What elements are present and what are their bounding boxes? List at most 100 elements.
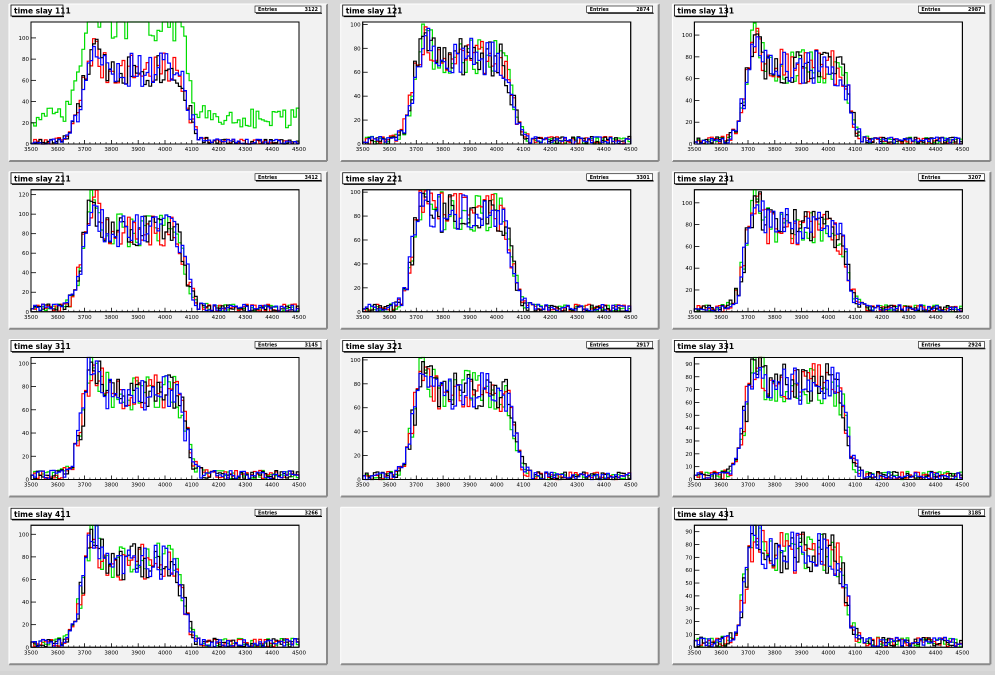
x-tick-label: 3600 xyxy=(51,483,65,489)
x-tick-label: 4400 xyxy=(929,483,943,489)
x-tick-label: 3900 xyxy=(131,315,145,321)
x-tick-label: 4400 xyxy=(597,147,611,153)
y-tick-label: 40 xyxy=(354,94,361,100)
x-tick-label: 4500 xyxy=(292,650,306,656)
y-tick-label: 40 xyxy=(685,426,692,432)
stats-entries-value: 3266 xyxy=(305,510,319,516)
y-tick-label: 80 xyxy=(685,375,692,381)
stats-entries-value: 3145 xyxy=(305,343,318,349)
x-tick-label: 4300 xyxy=(570,147,584,153)
y-tick-label: 80 xyxy=(685,55,692,61)
stats-entries-value: 3122 xyxy=(305,7,318,13)
x-tick-label: 4500 xyxy=(955,650,969,656)
y-tick-label: 0 xyxy=(357,310,361,316)
x-tick-label: 4100 xyxy=(185,650,199,656)
x-tick-label: 4400 xyxy=(265,315,279,321)
x-tick-label: 4100 xyxy=(848,650,862,656)
y-tick-label: 0 xyxy=(357,142,361,148)
pad-9: 3500 3600 3700 3800 3900 4000 4100 4200 4300 4400… xyxy=(671,339,992,498)
y-tick-label: 70 xyxy=(685,388,692,394)
y-tick-label: 100 xyxy=(19,36,30,42)
y-tick-label: 10 xyxy=(685,465,692,471)
y-tick-label: 100 xyxy=(682,201,693,207)
y-tick-label: 20 xyxy=(22,454,29,460)
x-tick-label: 4400 xyxy=(597,483,611,489)
y-tick-label: 100 xyxy=(350,358,361,364)
x-tick-label: 3600 xyxy=(51,147,65,153)
stats-box xyxy=(918,508,985,517)
y-tick-label: 60 xyxy=(354,70,361,76)
x-tick-label: 3600 xyxy=(383,315,397,321)
x-tick-label: 3500 xyxy=(24,315,38,321)
y-tick-label: 100 xyxy=(682,33,693,39)
x-tick-label: 3900 xyxy=(795,483,809,489)
x-tick-label: 3500 xyxy=(687,650,701,656)
x-tick-label: 4000 xyxy=(158,650,172,656)
x-tick-label: 3600 xyxy=(51,315,65,321)
stats-label: Entries xyxy=(921,510,940,516)
x-tick-label: 4000 xyxy=(490,483,504,489)
x-tick-label: 4500 xyxy=(955,483,969,489)
x-tick-label: 4300 xyxy=(570,483,584,489)
histogram-series-4 xyxy=(693,366,963,481)
histogram-series-2 xyxy=(30,21,300,144)
x-tick-label: 4000 xyxy=(821,147,835,153)
x-tick-label: 3800 xyxy=(436,147,450,153)
stats-entries-value: 3412 xyxy=(305,175,318,181)
x-tick-label: 4000 xyxy=(158,147,172,153)
y-tick-label: 0 xyxy=(26,142,30,148)
y-tick-label: 100 xyxy=(19,361,30,367)
x-tick-label: 3600 xyxy=(51,650,65,656)
y-tick-label: 60 xyxy=(685,568,692,574)
x-tick-label: 3600 xyxy=(714,315,728,321)
stats-label: Entries xyxy=(258,343,277,349)
y-tick-label: 90 xyxy=(685,530,692,536)
x-tick-label: 3500 xyxy=(356,147,370,153)
x-tick-label: 3700 xyxy=(409,315,423,321)
x-tick-label: 4200 xyxy=(212,315,226,321)
stats-entries-value: 2917 xyxy=(636,343,649,349)
x-tick-label: 3800 xyxy=(104,650,118,656)
x-tick-label: 3700 xyxy=(409,147,423,153)
y-tick-label: 0 xyxy=(689,310,693,316)
y-tick-label: 80 xyxy=(22,555,29,561)
x-tick-label: 4500 xyxy=(624,315,638,321)
x-tick-label: 3700 xyxy=(741,483,755,489)
chart-title: time slay 111 xyxy=(14,7,71,16)
y-tick-label: 100 xyxy=(350,22,361,28)
x-tick-label: 4300 xyxy=(902,483,916,489)
x-tick-label: 3800 xyxy=(768,650,782,656)
chart-title: time slay 311 xyxy=(14,342,71,351)
y-tick-label: 80 xyxy=(22,385,29,391)
y-tick-label: 80 xyxy=(22,232,29,238)
x-tick-label: 3800 xyxy=(768,315,782,321)
x-tick-label: 4200 xyxy=(875,315,889,321)
stats-label: Entries xyxy=(921,175,940,181)
stats-label: Entries xyxy=(921,343,940,349)
y-tick-label: 40 xyxy=(685,594,692,600)
y-tick-label: 20 xyxy=(685,120,692,126)
y-tick-label: 30 xyxy=(685,607,692,613)
y-tick-label: 20 xyxy=(354,454,361,460)
stats-box xyxy=(254,508,322,517)
chart-title: time slay 131 xyxy=(677,7,734,16)
stats-entries-value: 2874 xyxy=(636,7,650,13)
y-tick-label: 0 xyxy=(26,478,30,484)
chart-title: time slay 221 xyxy=(346,174,403,183)
x-tick-label: 3800 xyxy=(436,315,450,321)
y-tick-label: 80 xyxy=(685,223,692,229)
pad-2: 3500 3600 3700 3800 3900 4000 4100 4200 4300 4400… xyxy=(340,3,660,162)
x-tick-label: 3500 xyxy=(687,483,701,489)
x-tick-label: 3900 xyxy=(795,650,809,656)
stats-label: Entries xyxy=(921,7,940,13)
stats-label: Entries xyxy=(590,343,609,349)
x-tick-label: 3800 xyxy=(104,147,118,153)
x-tick-label: 3600 xyxy=(383,147,397,153)
y-tick-label: 100 xyxy=(19,532,30,538)
y-tick-label: 40 xyxy=(22,100,29,106)
x-tick-label: 4400 xyxy=(929,315,943,321)
y-tick-label: 60 xyxy=(354,238,361,244)
x-tick-label: 4400 xyxy=(929,147,943,153)
histogram-series-4 xyxy=(30,524,300,648)
